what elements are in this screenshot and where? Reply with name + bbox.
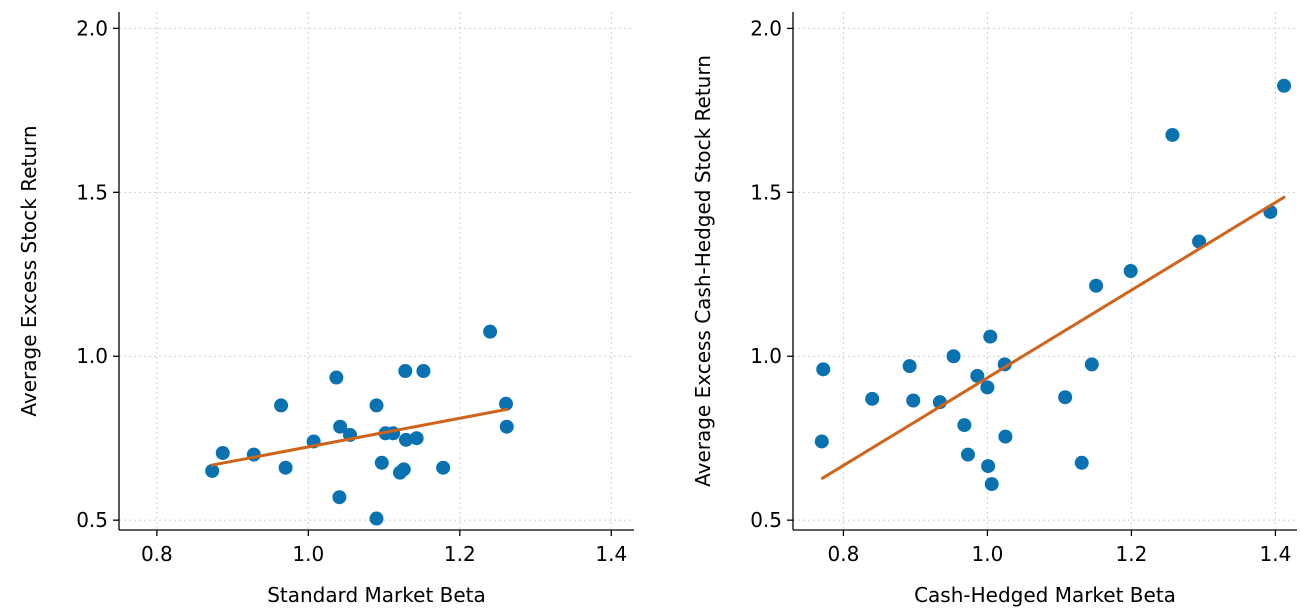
y-tick-label: 0.5 bbox=[750, 508, 782, 532]
data-point bbox=[374, 455, 389, 470]
data-point bbox=[499, 419, 514, 434]
data-point bbox=[983, 329, 998, 344]
y-axis-label: Average Excess Cash-Hedged Stock Return bbox=[691, 55, 715, 487]
data-point bbox=[369, 398, 384, 413]
data-point bbox=[278, 460, 293, 475]
data-point bbox=[1084, 357, 1099, 372]
data-point bbox=[215, 445, 230, 460]
data-point bbox=[814, 434, 829, 449]
data-point bbox=[981, 459, 996, 474]
y-tick-label: 1.5 bbox=[750, 180, 782, 204]
right-scatter-panel: 0.8 1.0 1.2 1.4 0.5 1.0 1.5 2.0 Cash-Hedged Mark… bbox=[691, 12, 1297, 607]
data-point bbox=[329, 370, 344, 385]
data-point bbox=[984, 477, 999, 492]
data-point bbox=[902, 359, 917, 374]
data-point bbox=[1192, 234, 1207, 249]
data-point bbox=[980, 380, 995, 395]
y-tick-label: 0.5 bbox=[76, 508, 108, 532]
fit-line bbox=[821, 195, 1286, 480]
data-point bbox=[332, 490, 347, 505]
x-tick-label: 1.4 bbox=[1259, 542, 1291, 566]
data-point bbox=[396, 462, 411, 477]
y-axis-label: Average Excess Stock Return bbox=[17, 125, 41, 416]
data-point bbox=[333, 419, 348, 434]
data-point bbox=[865, 391, 880, 406]
data-point bbox=[1123, 264, 1138, 278]
left-scatter-panel: 0.8 1.0 1.2 1.4 0.5 1.0 1.5 2.0 Standard Market … bbox=[17, 12, 634, 607]
data-point bbox=[499, 396, 514, 411]
y-tick-label: 1.0 bbox=[76, 344, 108, 368]
data-point bbox=[1058, 390, 1073, 405]
data-point bbox=[369, 511, 384, 526]
data-point bbox=[1165, 127, 1180, 142]
data-point bbox=[436, 460, 451, 475]
data-point bbox=[274, 398, 289, 413]
data-point bbox=[416, 363, 431, 378]
data-point bbox=[816, 362, 831, 377]
y-tick-label: 1.0 bbox=[750, 344, 782, 368]
data-point bbox=[399, 432, 414, 447]
data-point bbox=[1074, 455, 1089, 470]
data-point bbox=[1277, 78, 1292, 93]
x-tick-label: 0.8 bbox=[827, 542, 859, 566]
y-tick-label: 1.5 bbox=[76, 180, 108, 204]
data-point bbox=[946, 349, 961, 364]
data-point bbox=[483, 324, 498, 339]
x-axis-label: Standard Market Beta bbox=[267, 583, 486, 607]
x-tick-label: 1.2 bbox=[444, 542, 476, 566]
x-tick-label: 1.0 bbox=[971, 542, 1003, 566]
data-point bbox=[960, 447, 975, 462]
data-point bbox=[957, 418, 972, 433]
data-point bbox=[998, 429, 1013, 444]
x-axis-label: Cash-Hedged Market Beta bbox=[914, 583, 1176, 607]
y-tick-label: 2.0 bbox=[750, 16, 782, 40]
x-tick-label: 1.4 bbox=[595, 542, 627, 566]
data-point bbox=[1089, 278, 1104, 293]
data-point bbox=[906, 393, 921, 408]
data-point bbox=[205, 463, 220, 478]
x-tick-label: 1.0 bbox=[292, 542, 324, 566]
y-tick-label: 2.0 bbox=[76, 16, 108, 40]
data-point bbox=[970, 368, 985, 383]
x-tick-label: 0.8 bbox=[141, 542, 173, 566]
data-point bbox=[398, 363, 413, 378]
fit-line bbox=[210, 407, 509, 467]
data-point bbox=[409, 431, 424, 446]
x-tick-label: 1.2 bbox=[1115, 542, 1147, 566]
